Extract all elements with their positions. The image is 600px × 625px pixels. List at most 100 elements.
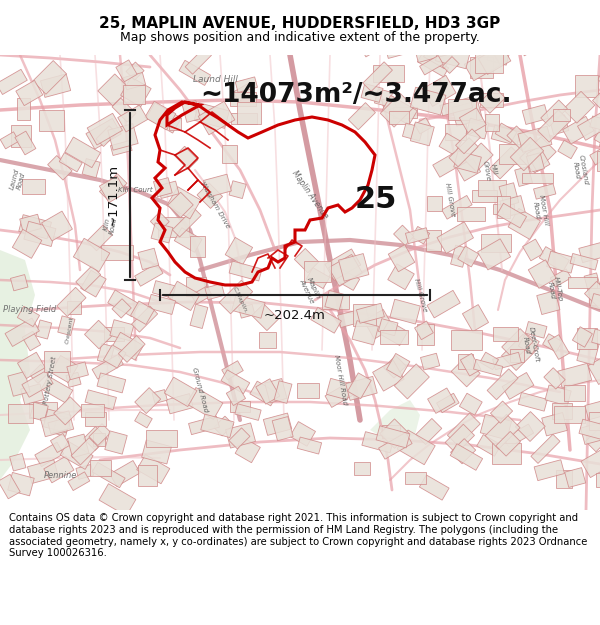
Bar bbox=[131, 306, 158, 332]
Bar bbox=[502, 372, 534, 399]
Bar bbox=[531, 434, 560, 463]
Bar bbox=[169, 118, 181, 131]
Bar bbox=[87, 225, 113, 251]
Bar bbox=[221, 370, 250, 394]
Bar bbox=[383, 356, 406, 378]
Bar bbox=[478, 45, 511, 74]
Bar bbox=[40, 74, 71, 98]
Bar bbox=[463, 304, 488, 332]
Bar bbox=[51, 356, 78, 382]
Bar bbox=[71, 438, 98, 465]
Text: Maplin
Avenue: Maplin Avenue bbox=[299, 275, 322, 305]
Bar bbox=[458, 354, 473, 369]
Bar bbox=[20, 214, 41, 233]
Bar bbox=[419, 56, 443, 75]
Bar bbox=[338, 254, 369, 281]
Bar bbox=[470, 57, 493, 78]
Bar bbox=[427, 196, 442, 211]
Bar bbox=[225, 238, 253, 265]
Bar bbox=[67, 301, 82, 314]
Bar bbox=[464, 143, 493, 172]
Bar bbox=[329, 265, 360, 291]
Bar bbox=[107, 290, 139, 317]
Bar bbox=[158, 181, 179, 199]
Bar bbox=[586, 425, 600, 452]
Bar bbox=[592, 89, 600, 108]
Bar bbox=[229, 428, 250, 449]
Bar bbox=[108, 124, 138, 150]
Bar bbox=[376, 426, 410, 448]
Bar bbox=[502, 329, 533, 360]
Text: Hill
Grove: Hill Grove bbox=[482, 159, 498, 181]
Bar bbox=[265, 379, 287, 403]
Bar bbox=[410, 122, 434, 146]
Bar bbox=[229, 181, 246, 199]
Bar bbox=[457, 158, 481, 181]
Bar bbox=[388, 245, 415, 272]
Bar bbox=[175, 146, 198, 169]
Bar bbox=[379, 432, 412, 459]
Bar bbox=[325, 291, 343, 311]
Bar bbox=[152, 389, 167, 404]
Bar bbox=[523, 239, 544, 261]
Bar bbox=[201, 414, 234, 437]
Bar bbox=[445, 124, 466, 140]
Bar bbox=[222, 145, 237, 163]
Text: Maplin Avenue: Maplin Avenue bbox=[290, 169, 330, 221]
Bar bbox=[364, 309, 394, 339]
Polygon shape bbox=[0, 250, 35, 510]
Bar bbox=[587, 281, 600, 306]
Bar bbox=[230, 92, 256, 106]
Bar bbox=[485, 414, 520, 449]
Bar bbox=[589, 288, 600, 306]
Bar bbox=[415, 321, 433, 339]
Bar bbox=[233, 83, 254, 101]
Bar bbox=[89, 460, 111, 476]
Bar bbox=[552, 403, 572, 419]
Bar bbox=[82, 159, 100, 177]
Bar bbox=[259, 331, 276, 348]
Bar bbox=[455, 129, 481, 154]
Bar bbox=[599, 80, 600, 102]
Bar bbox=[418, 53, 449, 77]
Bar bbox=[10, 274, 28, 291]
Bar bbox=[85, 390, 116, 409]
Bar bbox=[17, 352, 45, 379]
Bar bbox=[534, 460, 565, 481]
Text: Crescent: Crescent bbox=[65, 316, 75, 344]
Bar bbox=[17, 98, 31, 119]
Bar bbox=[198, 101, 235, 135]
Bar bbox=[325, 249, 361, 281]
Bar bbox=[57, 288, 86, 316]
Bar bbox=[151, 212, 169, 231]
Bar bbox=[22, 371, 53, 398]
Bar bbox=[48, 418, 70, 434]
Bar bbox=[596, 472, 600, 487]
Bar bbox=[394, 364, 430, 399]
Bar bbox=[460, 353, 481, 376]
Bar bbox=[383, 36, 403, 58]
Bar bbox=[168, 192, 193, 218]
Bar bbox=[274, 381, 292, 403]
Bar bbox=[424, 39, 454, 69]
Bar bbox=[103, 345, 126, 368]
Bar bbox=[518, 392, 547, 411]
Bar bbox=[579, 419, 600, 440]
Polygon shape bbox=[370, 400, 420, 445]
Bar bbox=[272, 417, 293, 441]
Bar bbox=[295, 248, 319, 272]
Bar bbox=[110, 319, 134, 341]
Bar bbox=[412, 226, 430, 244]
Bar bbox=[445, 424, 475, 454]
Bar bbox=[490, 401, 512, 423]
Bar bbox=[554, 406, 585, 423]
Bar bbox=[73, 238, 110, 272]
Bar bbox=[100, 176, 127, 202]
Bar bbox=[437, 393, 459, 412]
Bar bbox=[104, 328, 124, 341]
Bar bbox=[85, 412, 106, 426]
Bar bbox=[363, 62, 392, 91]
Bar bbox=[191, 286, 212, 304]
Bar bbox=[97, 373, 126, 393]
Bar bbox=[110, 141, 132, 156]
